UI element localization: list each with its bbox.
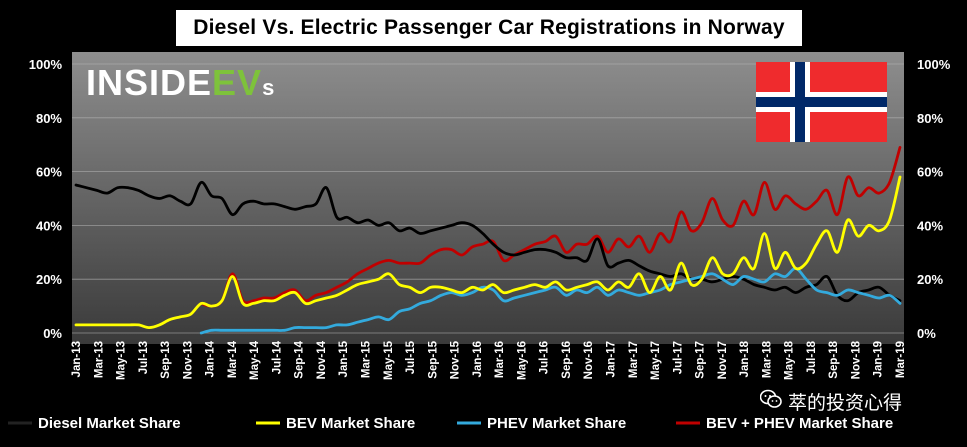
x-tick-label: Nov-17 — [717, 341, 729, 379]
x-tick-label: Jul-13 — [138, 341, 150, 374]
x-tick-label: Jul-14 — [271, 340, 283, 374]
y-tick-label-left: 20% — [36, 272, 62, 287]
y-axis-right: 0% 20% 40% 60% 80% 100% — [917, 57, 951, 341]
x-tick-label: Nov-15 — [450, 340, 462, 379]
x-tick-label: Mar-15 — [361, 340, 373, 378]
y-tick-label-right: 80% — [917, 111, 943, 126]
x-tick-label: Sep-13 — [160, 341, 172, 379]
y-tick-label-left: 100% — [29, 57, 63, 72]
x-tick-label: Sep-16 — [561, 341, 573, 379]
x-tick-label: Jan-19 — [873, 341, 885, 377]
legend-label: BEV + PHEV Market Share — [706, 415, 893, 432]
x-tick-label: May-14 — [249, 340, 261, 380]
y-tick-label-left: 0% — [43, 326, 62, 341]
watermark-text: 萃的投资心得 — [788, 392, 903, 414]
x-tick-label: Jan-17 — [605, 341, 617, 377]
x-axis-ticks: Jan-13 Mar-13 May-13 Jul-13 Sep-13 Nov-13 Jan-… — [71, 340, 907, 380]
logo-s: s — [262, 75, 276, 100]
x-tick-label: Mar-19 — [895, 341, 907, 378]
series-bev-market-share — [74, 175, 902, 329]
chart-title: Diesel Vs. Electric Passenger Car Regist… — [193, 16, 785, 39]
wechat-icon — [760, 389, 782, 408]
x-tick-label: Jan-16 — [472, 341, 484, 377]
y-tick-label-right: 20% — [917, 272, 943, 287]
x-tick-label: May-15 — [383, 340, 395, 380]
x-tick-label: Mar-14 — [227, 340, 239, 378]
x-tick-label: Nov-14 — [316, 340, 328, 379]
logo-main: INSIDE — [86, 62, 213, 103]
legend-label: Diesel Market Share — [38, 415, 181, 432]
x-tick-label: Sep-18 — [828, 340, 840, 378]
logo-ev: EV — [212, 62, 263, 103]
x-tick-label: May-16 — [516, 341, 528, 380]
series-phev-market-share — [199, 267, 902, 335]
y-tick-label-right: 60% — [917, 165, 943, 180]
x-tick-label: Nov-18 — [850, 340, 862, 379]
insideevs-logo: INSIDEEVs — [86, 62, 275, 104]
x-tick-label: Mar-18 — [761, 340, 773, 378]
series-bev-phev-market-share — [199, 146, 902, 308]
x-tick-label: Sep-17 — [695, 341, 707, 379]
series-lines — [74, 146, 902, 335]
norway-flag-icon — [756, 62, 887, 142]
x-tick-label: Jul-18 — [806, 340, 818, 374]
x-tick-label: Nov-16 — [583, 341, 595, 379]
x-tick-label: Jul-16 — [539, 341, 551, 374]
y-tick-label-left: 80% — [36, 111, 62, 126]
series-diesel-market-share — [74, 180, 902, 303]
x-tick-label: Mar-16 — [494, 341, 506, 378]
x-tick-label: Jan-14 — [205, 340, 217, 377]
x-tick-label: Jan-13 — [71, 341, 83, 377]
y-tick-label-right: 0% — [917, 326, 936, 341]
x-tick-label: Jul-15 — [405, 340, 417, 374]
title-box — [176, 10, 802, 46]
y-tick-label-left: 60% — [36, 165, 62, 180]
y-axis-left: 0% 20% 40% 60% 80% 100% — [29, 57, 63, 341]
legend-label: BEV Market Share — [286, 415, 415, 432]
x-tick-label: May-17 — [650, 341, 662, 380]
x-tick-label: Mar-13 — [93, 341, 105, 378]
legend-label: PHEV Market Share — [487, 415, 626, 432]
x-tick-label: Sep-14 — [294, 340, 306, 378]
legend: Diesel Market Share BEV Market Share PHEV … — [8, 415, 893, 432]
y-tick-label-left: 40% — [36, 218, 62, 233]
x-tick-label: Nov-13 — [182, 341, 194, 379]
y-tick-label-right: 40% — [917, 218, 943, 233]
x-tick-label: Jan-15 — [338, 340, 350, 377]
x-tick-label: Mar-17 — [628, 341, 640, 378]
x-tick-label: Jan-18 — [739, 340, 751, 377]
flag-blue-cross-h — [756, 97, 887, 107]
x-tick-label: May-13 — [116, 341, 128, 380]
x-tick-label: May-18 — [784, 340, 796, 380]
x-tick-label: Sep-15 — [427, 340, 439, 378]
x-tick-label: Jul-17 — [672, 341, 684, 374]
y-tick-label-right: 100% — [917, 57, 951, 72]
